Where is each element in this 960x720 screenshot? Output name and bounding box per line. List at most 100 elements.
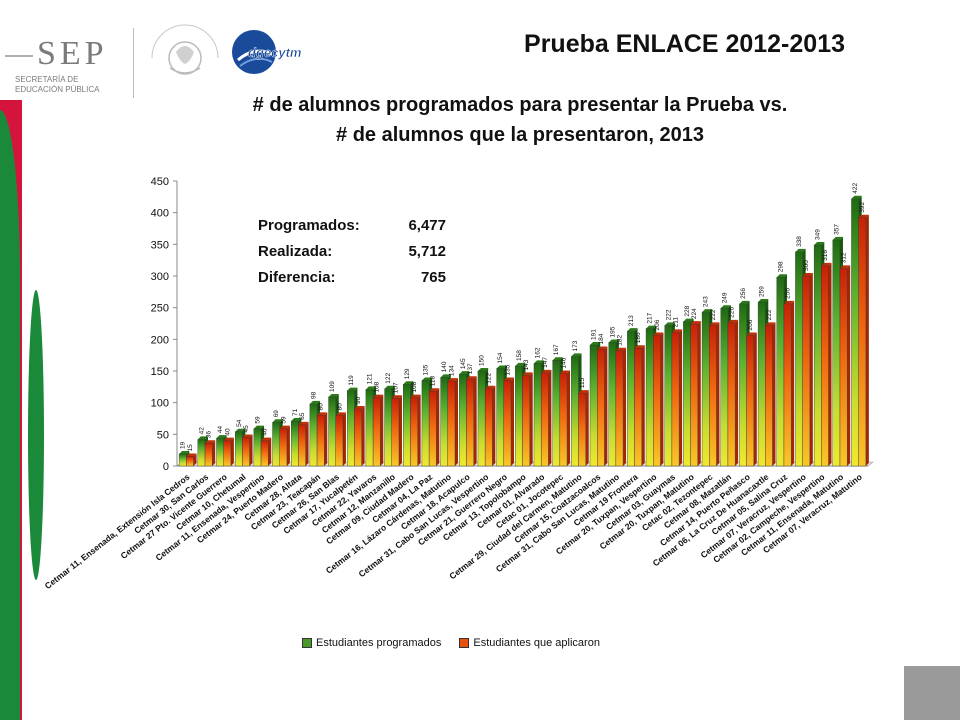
data-label-programados: 122 (385, 373, 392, 384)
bar-side-1-4 (268, 437, 272, 466)
bar-programados (589, 344, 598, 467)
y-tick-label: 150 (151, 366, 169, 378)
bar-top-0-0 (179, 450, 190, 454)
bar-top-1-3 (242, 434, 253, 438)
bar-aplicaron (802, 275, 811, 467)
bar-top-1-26 (671, 329, 683, 333)
bar-programados (608, 342, 617, 467)
data-label-programados: 129 (404, 368, 411, 379)
bar-side-1-6 (305, 421, 309, 466)
bar-programados (365, 389, 374, 467)
x-tick-label: Cetmar 11, Ensenada, Extensión Isla Cedr… (43, 472, 192, 591)
data-label-programados: 256 (740, 288, 747, 299)
bar-side-1-12 (417, 394, 421, 466)
bar-side-1-15 (473, 376, 477, 466)
legend-swatch-programados (302, 638, 312, 648)
data-label-aplicaron: 182 (616, 335, 623, 346)
bar-top-0-34 (814, 241, 825, 245)
data-label-aplicaron: 59 (280, 416, 287, 424)
bar-side-1-0 (193, 453, 197, 466)
bar-side-1-8 (342, 412, 346, 466)
sep-logo: SEP SECRETARÍA DE EDUCACIÓN PÚBLICA (5, 35, 125, 95)
bar-programados (813, 244, 822, 467)
bar-top-1-20 (559, 370, 571, 374)
bar-side-1-5 (286, 425, 290, 466)
stats-summary: Programados: 6,477 Realizada: 5,712 Dife… (258, 217, 458, 295)
bar-programados (552, 360, 561, 467)
data-label-programados: 150 (479, 355, 486, 366)
bar-aplicaron (783, 303, 792, 467)
bar-programados (496, 368, 505, 467)
bar-side-1-14 (454, 378, 458, 466)
bar-top-1-6 (298, 421, 309, 425)
data-label-programados: 173 (572, 340, 579, 351)
header-divider (133, 28, 134, 98)
data-label-aplicaron: 206 (747, 319, 754, 330)
bar-top-0-4 (253, 425, 265, 429)
y-tick-label: 0 (163, 461, 169, 473)
bar-top-0-5 (272, 419, 283, 423)
y-tick-label: 50 (157, 429, 169, 441)
data-label-programados: 140 (441, 361, 448, 372)
data-label-programados: 217 (647, 312, 654, 323)
bar-side-1-35 (847, 265, 851, 466)
bar-top-0-33 (795, 248, 806, 252)
bar-top-0-9 (347, 387, 358, 391)
bar-aplicaron (484, 388, 493, 467)
bar-programados (757, 301, 766, 467)
data-label-programados: 222 (665, 309, 672, 320)
data-label-programados: 243 (703, 296, 710, 307)
data-label-programados: 298 (777, 261, 784, 272)
bar-aplicaron (372, 397, 381, 467)
bar-aplicaron (223, 440, 232, 467)
bar-top-0-13 (421, 377, 433, 381)
bar-programados (645, 328, 654, 467)
stats-programados-value: 6,477 (408, 217, 446, 234)
bar-side-1-29 (735, 319, 739, 466)
bar-top-1-10 (373, 394, 384, 398)
data-label-aplicaron: 122 (486, 373, 493, 384)
bar-aplicaron (298, 424, 306, 467)
bar-programados (851, 198, 859, 467)
bar-side-1-11 (398, 395, 402, 466)
data-label-programados: 44 (217, 426, 224, 434)
bar-side-1-2 (230, 437, 234, 466)
bar-aplicaron (503, 380, 512, 467)
bar-top-0-29 (720, 305, 731, 309)
bar-aplicaron (316, 415, 325, 467)
bar-programados (477, 370, 486, 467)
data-label-aplicaron: 316 (822, 250, 829, 261)
bar-side-1-21 (585, 390, 589, 466)
bar-side-1-17 (511, 377, 515, 466)
bar-top-1-21 (578, 390, 589, 394)
bar-top-0-28 (702, 309, 713, 313)
data-label-programados: 54 (236, 419, 243, 427)
bar-programados (253, 428, 262, 467)
y-tick-label: 200 (151, 334, 169, 346)
page-title: Prueba ENLACE 2012-2013 (524, 30, 845, 58)
sep-logo-subtitle-1: SECRETARÍA DE (15, 75, 79, 84)
bar-top-1-34 (821, 262, 832, 266)
bar-programados (216, 437, 224, 467)
dgecytm-logo-icon: dgecytm (232, 30, 302, 74)
bar-top-1-0 (186, 453, 197, 457)
left-decor-green-stripe (0, 110, 20, 720)
data-label-programados: 338 (796, 236, 803, 247)
data-label-aplicaron: 300 (803, 260, 810, 271)
bar-programados (290, 420, 299, 467)
data-label-programados: 19 (180, 441, 187, 449)
data-label-aplicaron: 80 (336, 403, 343, 411)
bar-aplicaron (242, 437, 250, 467)
bar-programados (347, 390, 355, 467)
data-label-aplicaron: 206 (654, 319, 661, 330)
bar-programados (440, 377, 448, 467)
data-label-aplicaron: 115 (579, 377, 586, 388)
stats-diferencia: Diferencia: 765 (258, 269, 458, 295)
bar-top-1-35 (839, 265, 851, 269)
data-label-aplicaron: 256 (785, 288, 792, 299)
chart-title-line-2: # de alumnos que la presentaron, 2013 (336, 124, 704, 146)
data-label-aplicaron: 40 (224, 428, 231, 436)
stats-diferencia-value: 765 (420, 269, 446, 286)
bar-side-1-33 (809, 273, 813, 466)
bar-top-0-6 (291, 418, 302, 422)
